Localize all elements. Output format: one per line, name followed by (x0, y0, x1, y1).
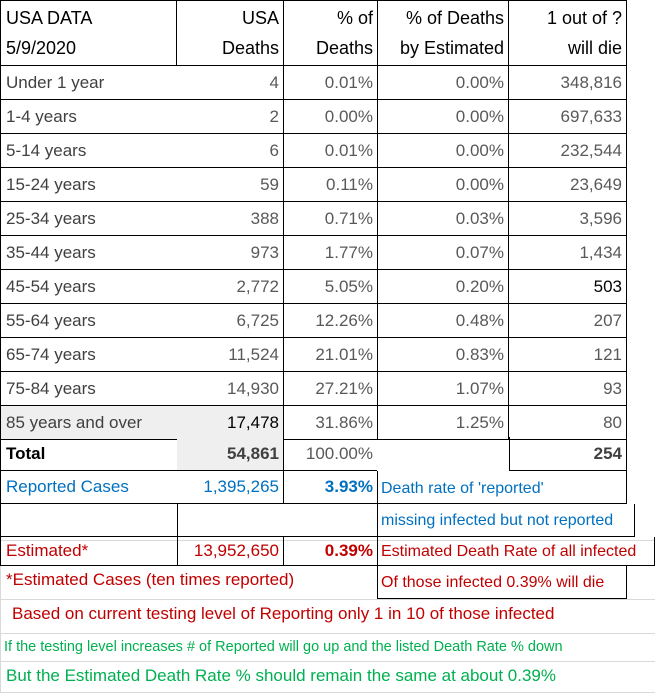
pct-deaths-cell: 1.77% (283, 236, 377, 270)
deaths-cell: 11,524 (177, 338, 283, 372)
age-group-cell: 5-14 years (0, 134, 177, 168)
odds-cell: 121 (509, 338, 627, 372)
infected-note: Of those infected 0.39% will die (377, 566, 627, 599)
deaths-cell: 2,772 (177, 270, 283, 304)
deaths-cell: 2 (177, 100, 283, 134)
age-group-cell: 75-84 years (0, 372, 177, 406)
title-line-1: USA DATA (0, 0, 177, 33)
pct-deaths-cell: 0.71% (283, 202, 377, 236)
odds-cell: 232,544 (509, 134, 627, 168)
blank-cell (0, 504, 177, 537)
pct-estimated-cell: 0.03% (377, 202, 509, 236)
odds-cell: 23,649 (509, 168, 627, 202)
estimated-note: Estimated Death Rate of all infected (377, 537, 655, 566)
deaths-cell: 14,930 (177, 372, 283, 406)
pct-estimated-cell: 0.00% (377, 100, 509, 134)
pct-deaths-cell: 21.01% (283, 338, 377, 372)
increase-note: If the testing level increases # of Repo… (4, 639, 563, 655)
total-odds: 254 (509, 437, 627, 471)
deaths-cell: 6 (177, 134, 283, 168)
age-group-cell: Under 1 year (0, 66, 177, 100)
reported-note-2: missing infected but not reported (377, 504, 635, 537)
header-odds-1: 1 out of ? (509, 0, 627, 33)
pct-estimated-cell: 0.07% (377, 236, 509, 270)
deaths-cell: 6,725 (177, 304, 283, 338)
asterisk-footnote: *Estimated Cases (ten times reported) (6, 570, 295, 589)
header-est-2: by Estimated (377, 33, 509, 66)
reported-cases: 1,395,265 (177, 471, 283, 504)
odds-cell: 1,434 (509, 236, 627, 270)
deaths-cell: 4 (177, 66, 283, 100)
pct-deaths-cell: 31.86% (283, 406, 377, 440)
pct-estimated-cell: 0.20% (377, 270, 509, 304)
age-group-cell: 45-54 years (0, 270, 177, 304)
estimated-cases: 13,952,650 (177, 537, 283, 566)
deaths-cell: 59 (177, 168, 283, 202)
estimated-label: Estimated* (0, 537, 177, 566)
reported-label: Reported Cases (0, 471, 177, 504)
odds-cell: 80 (509, 406, 627, 440)
reported-rate: 3.93% (283, 471, 377, 504)
pct-estimated-cell: 0.83% (377, 338, 509, 372)
pct-estimated-cell: 0.00% (377, 134, 509, 168)
odds-cell: 207 (509, 304, 627, 338)
pct-estimated-cell: 0.00% (377, 66, 509, 100)
pct-estimated-cell: 1.07% (377, 372, 509, 406)
pct-deaths-cell: 12.26% (283, 304, 377, 338)
pct-deaths-cell: 0.00% (283, 100, 377, 134)
deaths-cell: 973 (177, 236, 283, 270)
odds-cell: 348,816 (509, 66, 627, 100)
odds-cell: 503 (509, 270, 627, 304)
header-est-1: % of Deaths (377, 0, 509, 33)
header-pct-1: % of (283, 0, 377, 33)
total-label: Total (0, 437, 177, 471)
odds-cell: 697,633 (509, 100, 627, 134)
header-odds-2: will die (509, 33, 627, 66)
pct-estimated-cell: 1.25% (377, 406, 509, 440)
age-group-cell: 25-34 years (0, 202, 177, 236)
header-usa-2: Deaths (177, 33, 283, 66)
header-pct-2: Deaths (283, 33, 377, 66)
deaths-cell: 17,478 (177, 406, 283, 440)
age-group-cell: 15-24 years (0, 168, 177, 202)
pct-deaths-cell: 5.05% (283, 270, 377, 304)
age-group-cell: 35-44 years (0, 236, 177, 270)
pct-deaths-cell: 0.01% (283, 66, 377, 100)
header-usa-1: USA (177, 0, 283, 33)
total-pct: 100.00% (283, 437, 377, 471)
age-group-cell: 1-4 years (0, 100, 177, 134)
reported-note-1: Death rate of 'reported' (377, 471, 627, 504)
pct-deaths-cell: 0.01% (283, 134, 377, 168)
estimated-rate: 0.39% (283, 537, 377, 566)
testing-level-note: Based on current testing level of Report… (12, 604, 555, 623)
remain-note: But the Estimated Death Rate % should re… (6, 666, 556, 685)
pct-estimated-cell: 0.48% (377, 304, 509, 338)
age-group-cell: 55-64 years (0, 304, 177, 338)
odds-cell: 93 (509, 372, 627, 406)
total-deaths: 54,861 (177, 437, 283, 471)
odds-cell: 3,596 (509, 202, 627, 236)
title-line-2: 5/9/2020 (0, 33, 177, 66)
pct-deaths-cell: 0.11% (283, 168, 377, 202)
pct-estimated-cell: 0.00% (377, 168, 509, 202)
deaths-cell: 388 (177, 202, 283, 236)
age-group-cell: 85 years and over (0, 406, 177, 440)
blank-cell (177, 504, 377, 537)
age-group-cell: 65-74 years (0, 338, 177, 372)
pct-deaths-cell: 27.21% (283, 372, 377, 406)
